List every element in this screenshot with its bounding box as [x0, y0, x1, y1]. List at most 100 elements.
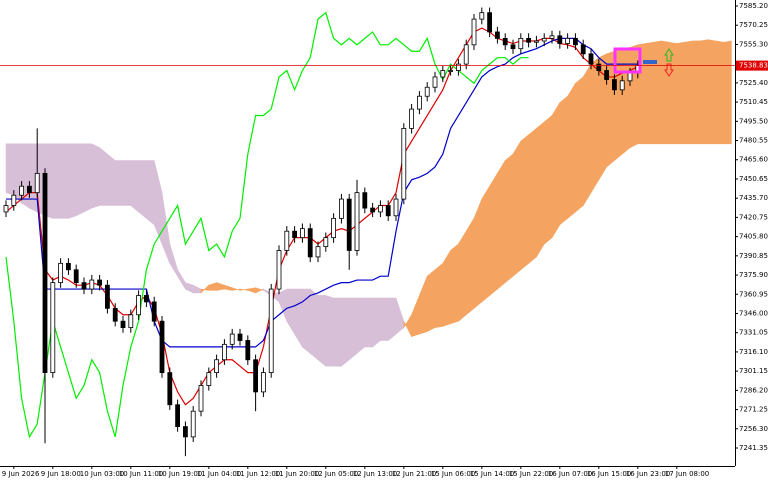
cloud-segment — [723, 40, 732, 145]
candle-body — [393, 198, 399, 217]
x-tick-label: 10 Jun 11:00 — [119, 470, 163, 478]
candle-body — [510, 44, 516, 50]
cloud-segment — [114, 160, 124, 206]
candle-body — [541, 37, 547, 42]
plot — [3, 7, 732, 457]
candle-body — [307, 228, 313, 258]
candle-body — [276, 250, 282, 290]
cloud-segment — [590, 57, 600, 194]
candle-body — [136, 295, 142, 316]
candle-body — [323, 237, 329, 248]
cloud-segment — [60, 143, 69, 219]
cloud-segment — [676, 41, 685, 145]
candle-body — [214, 359, 220, 374]
y-tick-label: 7390.85 — [739, 252, 768, 260]
cloud-segment — [645, 41, 654, 145]
candle-body — [479, 12, 485, 20]
candle-body — [300, 228, 305, 239]
candle-body — [206, 372, 212, 386]
price-label-box — [736, 60, 768, 71]
down-arrow — [664, 63, 674, 77]
cloud-segment — [317, 295, 327, 367]
candle-body — [378, 205, 383, 213]
y-tick-label: 7271.25 — [739, 406, 768, 414]
candle-body — [268, 288, 274, 374]
cloud-segment — [629, 44, 639, 149]
cloud-segment — [83, 143, 93, 213]
candle-body — [627, 72, 633, 82]
candle-body — [175, 404, 181, 428]
candle-body — [3, 205, 9, 213]
candle-body — [604, 70, 610, 80]
cloud-segment — [99, 147, 108, 206]
candle-body — [11, 194, 17, 206]
candle-body — [495, 31, 500, 39]
cloud-segment — [146, 160, 155, 226]
x-tick-label: 12 Jun 13:00 — [353, 470, 397, 478]
y-tick-label: 7241.35 — [739, 444, 768, 452]
cloud-segment — [497, 159, 506, 290]
y-tick-label: 7435.70 — [739, 194, 768, 202]
candle-body — [401, 127, 407, 200]
candle-body — [565, 37, 571, 44]
candle-body — [331, 217, 337, 239]
candle-body — [487, 12, 493, 33]
candle-body — [183, 426, 188, 438]
cloud-segment — [528, 127, 537, 264]
cloud-segment — [5, 143, 15, 196]
cloud-segment — [52, 143, 61, 219]
candle-body — [27, 185, 32, 194]
cloud-segment — [536, 121, 545, 258]
y-tick-label: 7585.20 — [739, 2, 768, 10]
cloud-segment — [107, 153, 116, 206]
cloud-segment — [341, 297, 350, 367]
candle-body — [346, 198, 352, 251]
y-tick-label: 7301.15 — [739, 367, 768, 375]
cloud-segment — [582, 63, 592, 207]
y-tick-label: 7510.45 — [739, 98, 768, 106]
candle-body — [151, 301, 157, 322]
candle-body — [245, 340, 251, 361]
x-tick-label: 12 Jun 05:00 — [314, 470, 358, 478]
cloud-segment — [621, 47, 631, 155]
x-tick-label: 11 Jun 04:00 — [197, 470, 241, 478]
candle-body — [229, 333, 235, 345]
candle-body — [128, 314, 134, 329]
cloud-segment — [138, 160, 147, 219]
candle-body — [557, 35, 563, 44]
y-tick-label: 7375.90 — [739, 271, 768, 279]
cloud-segment — [699, 39, 709, 145]
candle-body — [549, 35, 555, 39]
candle-body — [417, 95, 422, 110]
candle-body — [339, 198, 344, 219]
candle-body — [448, 70, 454, 72]
cloud-segment — [465, 217, 475, 316]
candle-body — [534, 40, 539, 43]
y-tick-label: 7405.80 — [739, 233, 768, 241]
candle-body — [612, 79, 617, 91]
x-tick-label: 16 Jun 23:00 — [626, 470, 670, 478]
cloud-segment — [707, 39, 717, 145]
x-tick-label: 10 Jun 03:00 — [80, 470, 124, 478]
cloud-segment — [473, 198, 483, 309]
x-tick-label: 9 Jun 2026 — [2, 470, 40, 478]
candle-body — [261, 372, 266, 393]
candle-body — [190, 410, 196, 438]
candle-body — [58, 262, 64, 284]
x-tick-label: 16 Jun 15:00 — [587, 470, 631, 478]
candle-body — [222, 343, 227, 361]
y-tick-label: 7495.50 — [739, 117, 768, 125]
cloud-segment — [333, 297, 342, 367]
cloud-segment — [489, 172, 498, 297]
x-tick-label: 11 Jun 20:00 — [275, 470, 319, 478]
cloud-segment — [684, 40, 693, 145]
x-tick-label: 12 Jun 21:00 — [392, 470, 436, 478]
cloud-segment — [122, 160, 132, 206]
candle-body — [315, 246, 321, 258]
up-arrow — [664, 48, 674, 62]
candle-body — [385, 205, 391, 217]
cloud-segment — [692, 40, 701, 145]
x-tick-label: 10 Jun 19:00 — [158, 470, 202, 478]
cloud-segment — [450, 243, 459, 325]
